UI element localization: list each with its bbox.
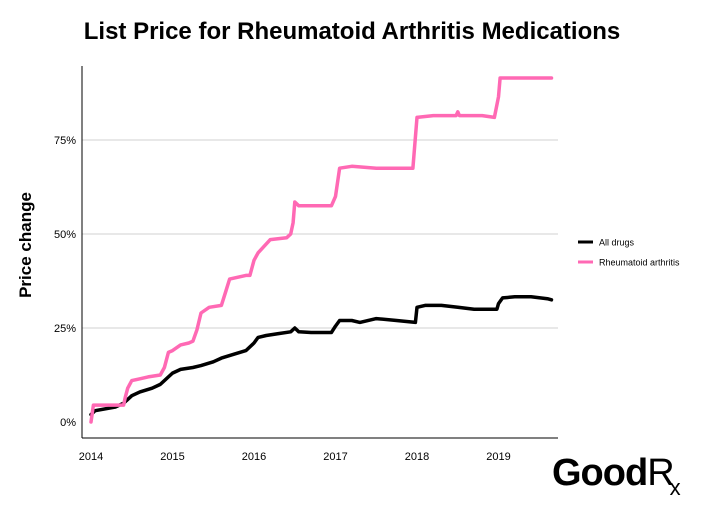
y-axis-label: Price change <box>16 192 35 298</box>
series-lines <box>89 76 554 424</box>
axes <box>81 66 558 439</box>
y-tick-label: 25% <box>54 323 76 335</box>
x-tick-label: 2014 <box>79 451 103 463</box>
y-tick-label: 75% <box>54 135 76 147</box>
series-line-rheumatoid-arthritis <box>89 76 554 424</box>
legend-label: All drugs <box>599 238 635 248</box>
tick-labels: 2014 2015 2016 2017 2018 2019 0% 25% 50% 75% <box>54 135 511 463</box>
chart-title: List Price for Rheumatoid Arthritis Medi… <box>83 18 621 45</box>
logo-good-text: Good <box>552 452 648 494</box>
x-tick-label: 2016 <box>242 451 266 463</box>
y-tick-label: 0% <box>60 417 76 429</box>
goodrx-logo: GoodRx <box>552 452 684 500</box>
legend-label: Rheumatoid arthritis <box>599 258 680 268</box>
y-tick-label: 50% <box>54 229 76 241</box>
series-line-all-drugs <box>89 295 554 417</box>
logo-x-text: x <box>669 475 681 500</box>
x-tick-label: 2018 <box>405 451 429 463</box>
logo-r-text: R <box>647 452 674 494</box>
gridlines <box>82 139 558 329</box>
legend: All drugs Rheumatoid arthritis <box>578 238 680 268</box>
x-tick-label: 2017 <box>323 451 347 463</box>
x-tick-label: 2015 <box>160 451 184 463</box>
x-tick-label: 2019 <box>486 451 510 463</box>
